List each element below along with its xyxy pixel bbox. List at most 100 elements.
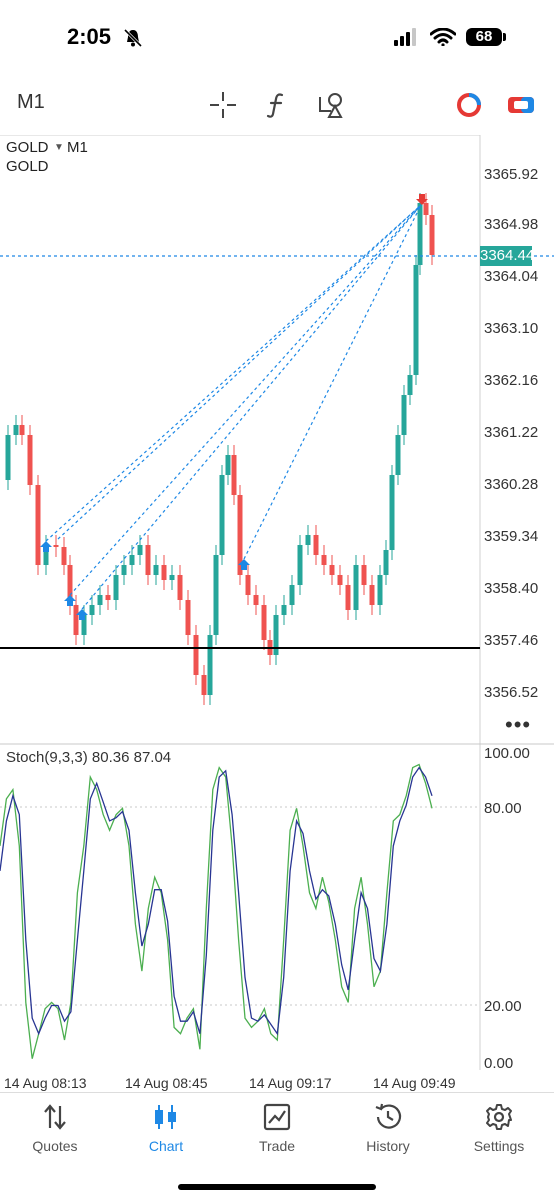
- buy-arrow-icon: [238, 559, 250, 570]
- price-axis-label: 3356.52: [484, 684, 539, 701]
- tab-label: Trade: [258, 1138, 296, 1154]
- indicator-title: Stoch(9,3,3) 80.36 87.04: [6, 749, 171, 766]
- candle: [329, 565, 335, 575]
- level-label-80: 80.00: [484, 800, 522, 817]
- candle: [345, 585, 351, 610]
- price-axis-label: 3359.34: [484, 528, 539, 545]
- tab-settings[interactable]: Settings: [454, 1100, 544, 1160]
- buy-arrow-icon: [64, 595, 76, 606]
- indicators-button[interactable]: [260, 88, 294, 122]
- candle: [169, 575, 175, 580]
- candle: [201, 675, 207, 695]
- tab-label: Settings: [473, 1138, 525, 1154]
- candle: [97, 595, 103, 605]
- candle: [81, 615, 87, 635]
- home-indicator: [178, 1184, 376, 1190]
- buy-arrow-icon: [76, 609, 88, 620]
- candle: [5, 435, 11, 480]
- candle: [413, 265, 419, 375]
- candle: [193, 635, 199, 675]
- price-axis-label: 3360.28: [484, 476, 539, 493]
- time-label: 14 Aug 08:13: [4, 1075, 87, 1091]
- candle: [61, 547, 67, 565]
- time-label: 14 Aug 09:49: [373, 1075, 456, 1091]
- candle: [369, 585, 375, 605]
- time-axis: 14 Aug 08:13 14 Aug 08:45 14 Aug 09:17 1…: [0, 1070, 480, 1092]
- candle: [289, 585, 295, 605]
- price-chart[interactable]: [0, 135, 554, 745]
- candles-layer: [5, 193, 435, 705]
- candle: [27, 435, 33, 485]
- more-options-icon[interactable]: •••: [505, 712, 532, 737]
- one-click-trading-button[interactable]: [452, 88, 486, 122]
- crosshair-button[interactable]: [206, 88, 240, 122]
- buy-arrow-icon: [40, 541, 52, 552]
- price-axis-label: 3363.10: [484, 320, 539, 337]
- candle: [13, 425, 19, 435]
- candle: [121, 565, 127, 575]
- candle: [281, 605, 287, 615]
- chart-symbol: GOLD: [6, 139, 49, 156]
- price-axis-label: 3358.40: [484, 580, 539, 597]
- crosshair-icon: [210, 92, 236, 118]
- candle: [273, 615, 279, 655]
- tab-history[interactable]: History: [343, 1100, 433, 1160]
- candle: [261, 605, 267, 640]
- level-label-100: 100.00: [484, 745, 530, 762]
- trade-lines-layer: [45, 204, 422, 610]
- price-axis-label: 3365.92: [484, 166, 539, 183]
- current-price-label: 3364.44: [480, 246, 535, 266]
- indicator-main-value: 80.36: [91, 749, 130, 766]
- tab-quotes[interactable]: Quotes: [10, 1100, 100, 1160]
- candle: [207, 635, 213, 695]
- candle: [313, 535, 319, 555]
- bell-muted-icon: [123, 28, 143, 48]
- symbol-dropdown-icon[interactable]: ▼: [54, 142, 64, 153]
- buy-markers-layer: [40, 541, 250, 620]
- candle: [213, 555, 219, 635]
- candle: [389, 475, 395, 550]
- candle: [237, 495, 243, 575]
- candle: [113, 575, 119, 600]
- time-label: 14 Aug 09:17: [249, 1075, 332, 1091]
- price-axis-label: 3361.22: [484, 424, 539, 441]
- candle: [177, 575, 183, 600]
- candle: [321, 555, 327, 565]
- tab-label: Quotes: [32, 1138, 78, 1154]
- candle: [417, 203, 423, 265]
- indicator-signal-value: 87.04: [133, 749, 172, 766]
- candle: [377, 575, 383, 605]
- candle: [395, 435, 401, 475]
- tab-chart[interactable]: Chart: [121, 1100, 211, 1160]
- stochastic-window[interactable]: [0, 745, 554, 1070]
- status-time: 2:05: [67, 24, 112, 49]
- price-axis-label: 3357.46: [484, 632, 539, 649]
- candle: [43, 545, 49, 565]
- candle: [129, 555, 135, 565]
- battery-tip: [503, 33, 506, 41]
- candle: [35, 485, 41, 565]
- candle: [145, 545, 151, 575]
- level-label-0: 0.00: [484, 1055, 514, 1072]
- settings-gear-icon: [486, 1104, 512, 1130]
- candle: [53, 545, 59, 547]
- objects-button[interactable]: [314, 88, 348, 122]
- tab-trade[interactable]: Trade: [232, 1100, 322, 1160]
- trade-panel-button[interactable]: [504, 88, 538, 122]
- candle: [429, 215, 435, 255]
- stoch-main-line: [0, 763, 433, 1059]
- battery-icon: 68: [466, 28, 502, 46]
- trade-panel-icon: [508, 97, 534, 113]
- candle: [225, 455, 231, 475]
- candle: [253, 595, 259, 605]
- level-label-20: 20.00: [484, 998, 522, 1015]
- candle: [361, 565, 367, 585]
- candle: [353, 565, 359, 610]
- timeframe-selector[interactable]: M1: [17, 91, 45, 113]
- indicator-name: Stoch(9,3,3): [6, 749, 88, 766]
- sell-arrow-icon: [416, 194, 428, 205]
- candle: [401, 395, 407, 435]
- price-axis-label: 3362.16: [484, 372, 539, 389]
- candle: [297, 545, 303, 585]
- tab-label: History: [366, 1138, 410, 1154]
